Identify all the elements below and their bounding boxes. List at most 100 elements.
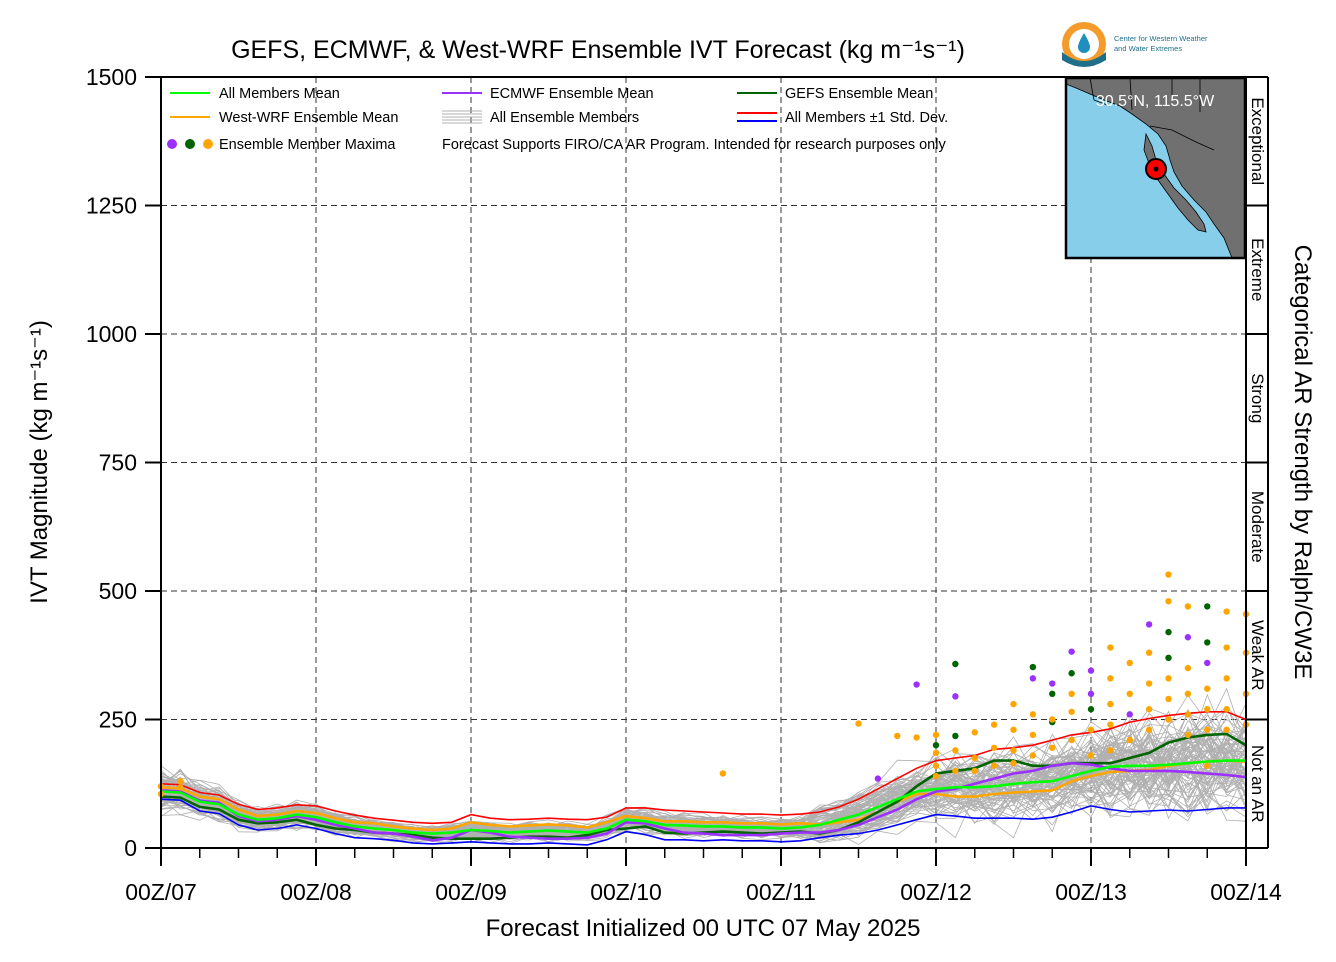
maxima-point-wrf — [1165, 716, 1172, 723]
maxima-point-wrf — [1010, 726, 1017, 733]
maxima-point-wrf — [1087, 726, 1095, 733]
maxima-point-wrf — [894, 732, 901, 740]
maxima-point-wrf — [1126, 736, 1133, 744]
legend-maxima: Ensemble Member Maxima — [219, 137, 396, 153]
category-label: Exceptional — [1248, 97, 1267, 185]
y-tick-label: 250 — [99, 707, 137, 733]
maxima-point-wrf — [1223, 644, 1230, 651]
x-axis-label: Forecast Initialized 00 UTC 07 May 2025 — [486, 915, 921, 942]
legend: All Members Mean ECMWF Ensemble Mean GEF… — [167, 86, 948, 153]
maxima-point-wrf — [1107, 675, 1114, 682]
maxima-point-wrf — [1165, 571, 1172, 578]
series-line-ecmwf-mean — [160, 761, 1247, 842]
legend-members: All Ensemble Members — [490, 110, 639, 126]
legend-note: Forecast Supports FIRO/CA AR Program. In… — [442, 137, 946, 153]
maxima-point-gefs — [1087, 706, 1095, 713]
maxima-point-wrf — [1204, 726, 1211, 733]
maxima-point-wrf — [1126, 690, 1133, 697]
maxima-point-wrf — [1068, 736, 1075, 744]
maxima-point-wrf — [971, 729, 978, 736]
maxima-point-wrf — [1223, 706, 1230, 713]
maxima-point-wrf — [1165, 675, 1172, 682]
category-label: Strong — [1248, 373, 1267, 423]
maxima-point-wrf — [1107, 644, 1114, 651]
maxima-point-wrf — [1010, 759, 1017, 767]
series-lines — [160, 710, 1247, 846]
legend-ecmwf-mean: ECMWF Ensemble Mean — [490, 86, 654, 102]
maxima-point-gefs — [1068, 670, 1075, 677]
category-label: Weak AR — [1248, 620, 1267, 691]
x-tick-label: 00Z/09 — [435, 879, 507, 905]
maxima-point-wrf — [1107, 747, 1114, 754]
maxima-point-wrf — [1184, 664, 1192, 672]
inset-land-mainland — [1065, 77, 1246, 259]
maxima-point-wrf — [1049, 716, 1056, 723]
maxima-point-wrf — [1165, 598, 1172, 605]
maxima-point-gefs — [1029, 663, 1037, 671]
logo-line2: and Water Extremes — [1114, 44, 1182, 53]
maxima-point-wrf — [719, 770, 727, 777]
maxima-point-wrf — [1145, 649, 1153, 656]
maxima-point-ecmwf — [1049, 680, 1056, 687]
category-label: Moderate — [1248, 491, 1267, 563]
maxima-point-ecmwf — [1068, 648, 1075, 655]
maxima-point-wrf — [1145, 680, 1153, 687]
maxima-point-ecmwf — [1145, 621, 1153, 628]
x-tick-label: 00Z/11 — [746, 879, 816, 905]
grid — [161, 77, 1246, 848]
maxima-point-gefs — [1165, 654, 1172, 662]
maxima-point-wrf — [990, 744, 998, 751]
maxima-point-wrf — [971, 754, 978, 762]
logo-line1: Center for Western Weather — [1114, 34, 1208, 43]
series-line-std-upper — [160, 710, 1247, 825]
maxima-point-wrf — [932, 762, 940, 769]
maxima-point-wrf — [177, 777, 184, 785]
legend-gefs-mean: GEFS Ensemble Mean — [785, 86, 933, 102]
maxima-point-gefs — [1204, 639, 1211, 646]
maxima-point-ecmwf — [1029, 675, 1037, 682]
x-tick-label: 00Z/13 — [1055, 879, 1127, 905]
maxima-point-wrf — [1184, 690, 1192, 697]
maxima-point-gefs — [1049, 690, 1056, 697]
inset-map: 30.5°N, 115.5°W — [1064, 76, 1247, 260]
y-tick-label: 500 — [99, 578, 137, 604]
maxima-point-wrf — [1204, 706, 1211, 713]
ensemble-maxima — [157, 571, 1250, 798]
maxima-point-ecmwf — [874, 775, 882, 782]
maxima-point-ecmwf — [952, 693, 959, 700]
maxima-point-wrf — [1145, 706, 1153, 713]
maxima-point-wrf — [1184, 711, 1192, 718]
y-tick-label: 1250 — [86, 193, 137, 219]
maxima-point-wrf — [1029, 711, 1037, 718]
maxima-point-wrf — [990, 762, 998, 769]
maxima-point-wrf — [177, 784, 184, 791]
maxima-point-wrf — [932, 749, 940, 757]
maxima-point-wrf — [1068, 708, 1075, 715]
series-line-std-lower — [160, 798, 1246, 846]
maxima-point-wrf — [1223, 726, 1230, 733]
maxima-point-wrf — [1165, 695, 1172, 703]
y-tick-label: 1500 — [86, 64, 137, 90]
maxima-point-wrf — [1029, 752, 1037, 759]
maxima-point-wrf — [1087, 752, 1095, 759]
maxima-point-wrf — [952, 767, 959, 775]
legend-members-swatch — [442, 110, 482, 124]
series-line-wrf-mean — [160, 759, 1247, 832]
series-line-all-mean — [160, 759, 1246, 835]
maxima-point-wrf — [1204, 762, 1211, 769]
maxima-point-gefs — [952, 732, 959, 740]
x-tick-label: 00Z/14 — [1210, 879, 1282, 905]
right-axis-label: Categorical AR Strength by Ralph/CW3E — [1289, 245, 1316, 680]
maxima-point-wrf — [1184, 731, 1192, 739]
maxima-point-wrf — [1107, 721, 1114, 728]
maxima-point-gefs — [952, 660, 959, 668]
legend-std: All Members ±1 Std. Dev. — [785, 110, 948, 126]
axes: 0 250 500 750 1000 1250 1500 00Z/07 00Z/08 00Z/09… — [86, 64, 1282, 905]
maxima-point-wrf — [1223, 675, 1230, 682]
maxima-point-wrf — [1029, 731, 1037, 739]
maxima-point-wrf — [1204, 685, 1211, 692]
maxima-point-wrf — [1126, 659, 1133, 667]
x-tick-label: 00Z/07 — [125, 879, 197, 905]
maxima-point-wrf — [932, 772, 940, 780]
